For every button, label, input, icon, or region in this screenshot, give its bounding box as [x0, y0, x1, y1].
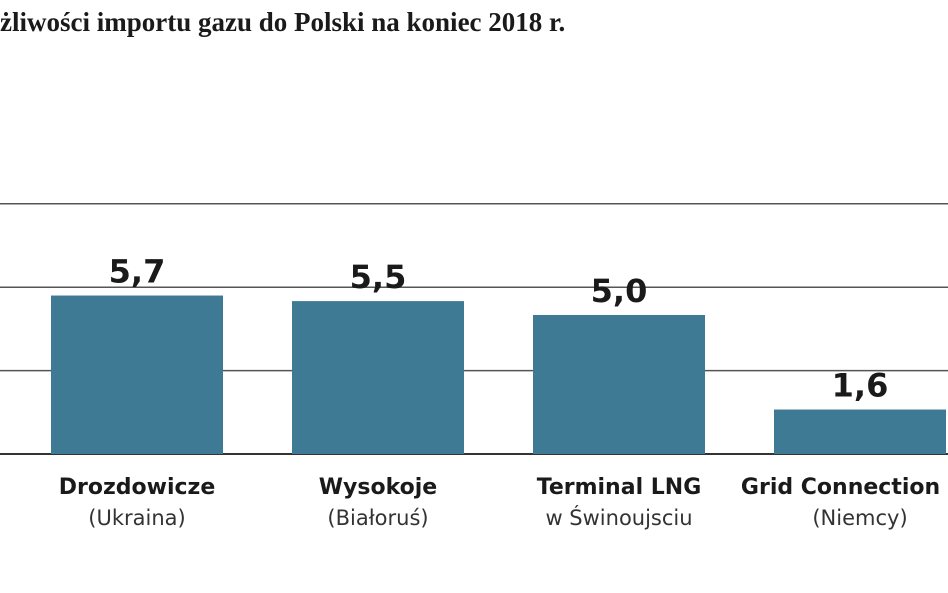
category-sublabel-grid-connection-po: (Niemcy): [812, 506, 907, 530]
bars-layer: [51, 295, 946, 454]
value-label-grid-connection-po: 1,6: [832, 367, 889, 405]
category-label-terminal-lng: Terminal LNG: [537, 475, 702, 500]
bar-grid-connection-po: [774, 409, 946, 454]
category-label-grid-connection-po: Grid Connection Po: [741, 475, 948, 500]
category-sublabel-drozdowicze: (Ukraina): [88, 506, 185, 530]
bar-wysokoje: [292, 301, 464, 454]
bar-drozdowicze: [51, 295, 223, 454]
bar-terminal-lng: [533, 315, 705, 454]
value-label-drozdowicze: 5,7: [109, 253, 166, 291]
labels-layer: 5,7 Drozdowicze (Ukraina) 5,5 Wysokoje (Biało…: [59, 253, 948, 530]
value-label-terminal-lng: 5,0: [591, 272, 648, 310]
category-label-wysokoje: Wysokoje: [319, 475, 437, 500]
category-sublabel-terminal-lng: w Świnoujsciu: [545, 505, 692, 530]
category-label-drozdowicze: Drozdowicze: [59, 475, 216, 500]
value-label-wysokoje: 5,5: [350, 258, 407, 296]
chart-title: żliwości importu gazu do Polski na konie…: [0, 7, 565, 37]
category-sublabel-wysokoje: (Białoruś): [327, 506, 428, 530]
